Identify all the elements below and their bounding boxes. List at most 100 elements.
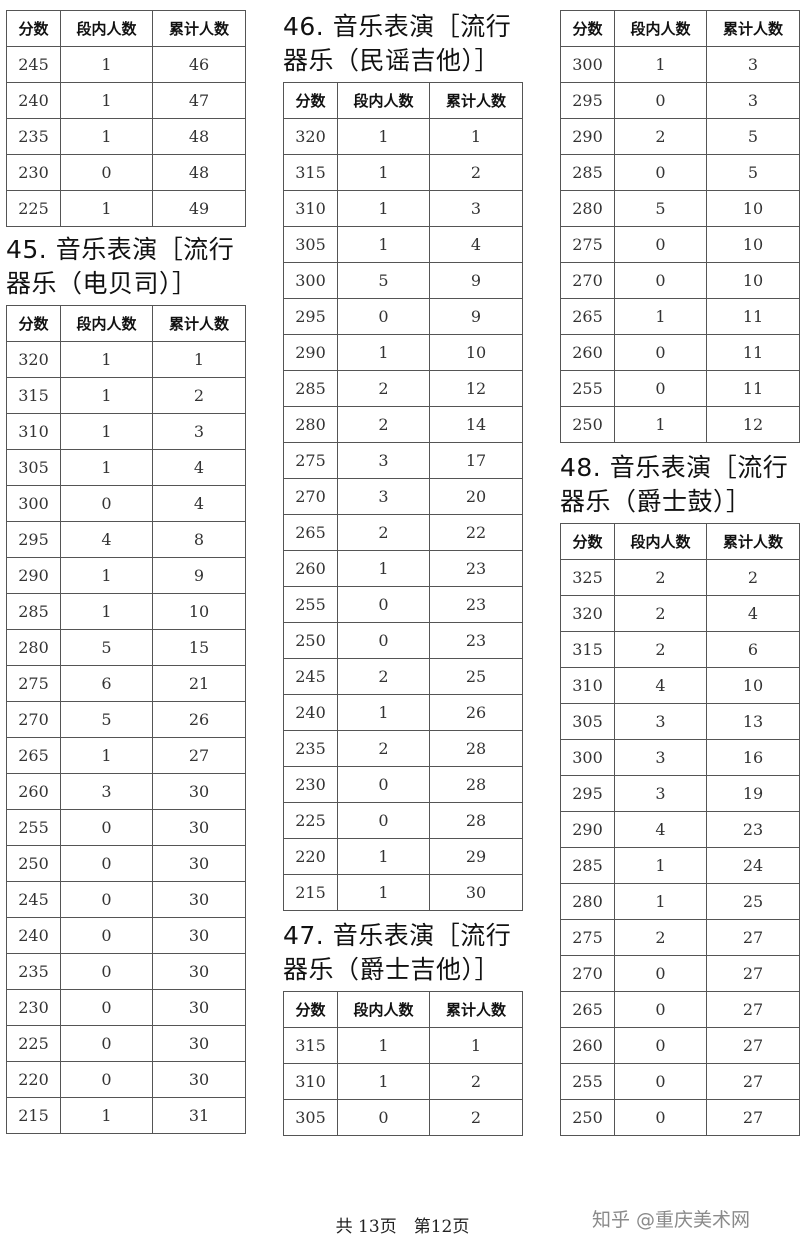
score-cell: 290: [560, 811, 615, 848]
cumulative-count-cell: 27: [706, 991, 800, 1028]
cumulative-count-cell: 11: [706, 298, 800, 335]
score-cell: 320: [560, 595, 615, 632]
table-row: 265 1 11: [560, 298, 800, 335]
cumulative-count-cell: 23: [429, 550, 523, 587]
table-row: 285 1 10: [6, 593, 246, 630]
watermark: 知乎 @重庆美术网: [592, 1209, 751, 1231]
segment-count-cell: 1: [60, 341, 153, 378]
cumulative-count-cell: 28: [429, 730, 523, 767]
cumulative-count-cell: 30: [152, 989, 246, 1026]
segment-count-cell: 1: [337, 838, 430, 875]
table-row: 290 2 5: [560, 118, 800, 155]
score-cell: 305: [283, 1099, 338, 1136]
table-row: 315 1 2: [283, 154, 523, 191]
score-cell: 250: [560, 406, 615, 443]
score-cell: 275: [6, 665, 61, 702]
cumulative-count-cell: 30: [152, 953, 246, 990]
score-cell: 270: [6, 701, 61, 738]
table-row: 290 4 23: [560, 811, 800, 848]
segment-count-cell: 5: [337, 262, 430, 299]
segment-count-cell: 1: [614, 298, 707, 335]
cumulative-count-cell: 48: [152, 118, 246, 155]
segment-count-cell: 0: [60, 809, 153, 846]
cumulative-count-cell: 31: [152, 1097, 246, 1134]
segment-count-cell: 1: [337, 1063, 430, 1100]
segment-count-cell: 1: [614, 46, 707, 83]
cumulative-count-cell: 5: [706, 118, 800, 155]
segment-count-cell: 2: [614, 631, 707, 668]
cumulative-count-cell: 2: [429, 1063, 523, 1100]
column-header: 分数: [283, 991, 338, 1028]
score-cell: 235: [6, 953, 61, 990]
cumulative-count-cell: 22: [429, 514, 523, 551]
score-cell: 285: [560, 154, 615, 191]
segment-count-cell: 1: [337, 1027, 430, 1064]
table-row: 320 2 4: [560, 595, 800, 632]
score-cell: 230: [6, 989, 61, 1026]
segment-count-cell: 2: [614, 919, 707, 956]
table-row: 235 2 28: [283, 730, 523, 767]
table-row: 235 1 48: [6, 118, 246, 155]
cumulative-count-cell: 4: [152, 485, 246, 522]
segment-count-cell: 1: [337, 550, 430, 587]
table-row: 275 0 10: [560, 226, 800, 263]
score-cell: 260: [6, 773, 61, 810]
table-header-row: 分数 段内人数 累计人数: [6, 10, 246, 47]
cumulative-count-cell: 10: [706, 226, 800, 263]
score-cell: 285: [6, 593, 61, 630]
table-row: 285 1 24: [560, 847, 800, 884]
cumulative-count-cell: 30: [152, 1061, 246, 1098]
table-row: 300 1 3: [560, 46, 800, 83]
table-row: 310 1 2: [283, 1063, 523, 1100]
column-header: 分数: [560, 10, 615, 47]
section-47-continued: 分数 段内人数 累计人数 300 1 3 295 0 3 290 2 5 285 0 5 280 5 10 275 0…: [560, 10, 800, 443]
table-row: 280 5 15: [6, 629, 246, 666]
table-row: 280 5 10: [560, 190, 800, 227]
score-table: 分数 段内人数 累计人数 315 1 1 310 1 2 305 0 2: [283, 991, 523, 1136]
cumulative-count-cell: 10: [152, 593, 246, 630]
segment-count-cell: 2: [337, 730, 430, 767]
segment-count-cell: 3: [337, 442, 430, 479]
segment-count-cell: 5: [60, 629, 153, 666]
table-row: 295 3 19: [560, 775, 800, 812]
table-row: 265 2 22: [283, 514, 523, 551]
segment-count-cell: 1: [337, 154, 430, 191]
score-cell: 295: [283, 298, 338, 335]
table-row: 255 0 11: [560, 370, 800, 407]
score-cell: 220: [6, 1061, 61, 1098]
table-row: 230 0 48: [6, 154, 246, 191]
cumulative-count-cell: 46: [152, 46, 246, 83]
score-cell: 270: [560, 262, 615, 299]
score-cell: 280: [560, 883, 615, 920]
segment-count-cell: 3: [60, 773, 153, 810]
cumulative-count-cell: 12: [706, 406, 800, 443]
cumulative-count-cell: 47: [152, 82, 246, 119]
cumulative-count-cell: 25: [429, 658, 523, 695]
segment-count-cell: 2: [614, 559, 707, 596]
segment-count-cell: 0: [614, 334, 707, 371]
score-cell: 220: [283, 838, 338, 875]
segment-count-cell: 3: [337, 478, 430, 515]
segment-count-cell: 0: [614, 262, 707, 299]
cumulative-count-cell: 28: [429, 802, 523, 839]
cumulative-count-cell: 1: [429, 1027, 523, 1064]
score-table: 分数 段内人数 累计人数 320 1 1 315 1 2 310 1 3 305 1 4 300 0 4 295 4 8…: [6, 305, 246, 1134]
segment-count-cell: 3: [614, 703, 707, 740]
segment-count-cell: 0: [614, 226, 707, 263]
cumulative-count-cell: 30: [152, 809, 246, 846]
column-header: 累计人数: [706, 10, 800, 47]
cumulative-count-cell: 27: [706, 1099, 800, 1136]
segment-count-cell: 2: [614, 118, 707, 155]
score-cell: 305: [6, 449, 61, 486]
cumulative-count-cell: 21: [152, 665, 246, 702]
column-header: 分数: [6, 305, 61, 342]
score-cell: 245: [6, 46, 61, 83]
segment-count-cell: 0: [337, 766, 430, 803]
score-cell: 300: [6, 485, 61, 522]
cumulative-count-cell: 15: [152, 629, 246, 666]
score-cell: 275: [560, 919, 615, 956]
score-cell: 320: [6, 341, 61, 378]
table-row: 285 2 12: [283, 370, 523, 407]
score-cell: 300: [560, 46, 615, 83]
segment-count-cell: 0: [614, 1027, 707, 1064]
